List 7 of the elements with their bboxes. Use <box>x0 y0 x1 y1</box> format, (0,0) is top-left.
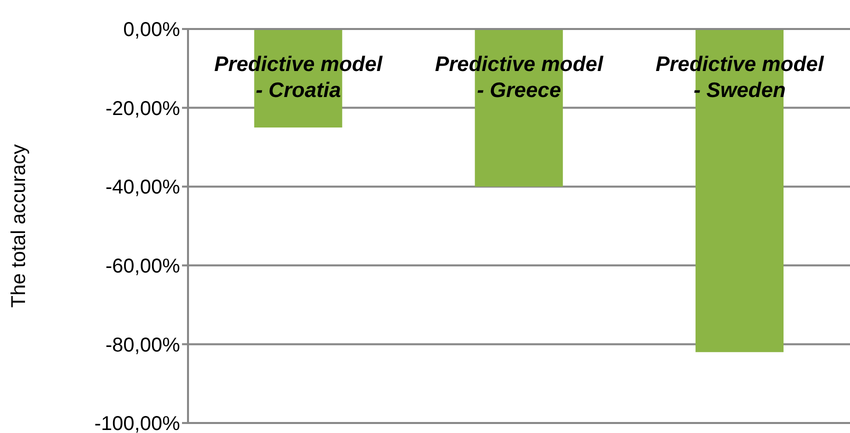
y-tick-label: 0,00% <box>123 19 180 42</box>
y-tick-label: -40,00% <box>106 176 180 199</box>
y-tick-label: -100,00% <box>94 413 180 433</box>
y-axis-title: The total accuracy <box>8 144 30 308</box>
y-tick-label: -60,00% <box>106 256 180 278</box>
y-tick-label: -20,00% <box>106 98 180 120</box>
y-tick-label: -80,00% <box>106 334 180 356</box>
